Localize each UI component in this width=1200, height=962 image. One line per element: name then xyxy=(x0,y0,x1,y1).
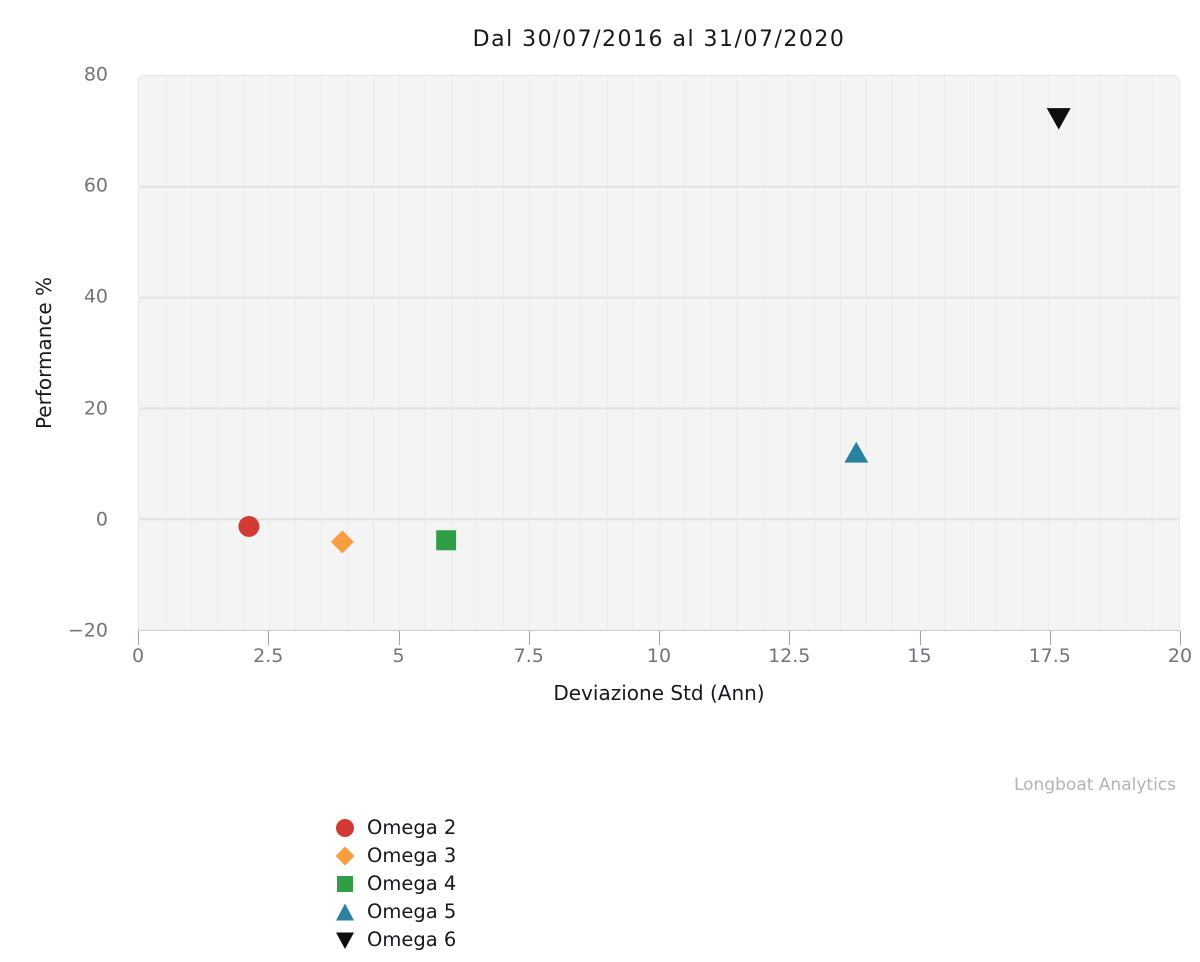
watermark: Longboat Analytics xyxy=(1013,775,1176,795)
legend-symbol-square-icon xyxy=(337,876,353,892)
x-tick-mark xyxy=(789,631,791,645)
legend-label: Omega 6 xyxy=(367,928,457,952)
legend-label: Omega 5 xyxy=(367,900,457,924)
data-point-omega-6[interactable] xyxy=(1046,108,1071,130)
y-tick-label: −20 xyxy=(67,619,108,642)
x-tick-mark xyxy=(268,631,270,645)
x-tick-label: 20 xyxy=(1167,645,1193,667)
scatter-plot xyxy=(139,76,1179,630)
x-tick-mark xyxy=(398,631,400,645)
y-tick-label: 80 xyxy=(83,63,108,86)
x-tick-mark xyxy=(528,631,530,645)
legend-item-omega-5[interactable]: Omega 5 xyxy=(334,898,456,926)
legend-item-omega-3[interactable]: Omega 3 xyxy=(334,842,456,870)
plot-area xyxy=(138,75,1180,631)
x-axis-title: Deviazione Std (Ann) xyxy=(553,681,765,705)
legend-symbol-triangle-up-icon xyxy=(336,903,354,921)
legend-label: Omega 3 xyxy=(367,844,457,868)
x-tick-mark xyxy=(138,631,139,645)
x-tick-label: 5 xyxy=(392,645,405,667)
x-tick-label: 12.5 xyxy=(768,645,811,667)
legend-symbol-diamond-icon xyxy=(335,846,355,866)
x-tick-label: 15 xyxy=(907,645,932,667)
legend-label: Omega 4 xyxy=(367,872,457,896)
legend-symbol-circle-icon xyxy=(336,819,354,837)
x-tick-label: 0 xyxy=(131,645,145,667)
x-tick-mark xyxy=(659,631,660,645)
x-tick-mark xyxy=(919,631,921,645)
x-tick-label: 7.5 xyxy=(513,645,544,667)
y-tick-label: 40 xyxy=(83,285,108,308)
x-tick-mark xyxy=(1180,631,1181,645)
y-axis-title: Performance % xyxy=(32,276,56,430)
legend-label: Omega 2 xyxy=(367,816,457,840)
legend: Omega 2 Omega 3 Omega 4 Omega 5 Omega 6 xyxy=(334,814,456,954)
data-point-omega-2[interactable] xyxy=(238,515,260,537)
x-tick-label: 2.5 xyxy=(253,645,284,667)
legend-item-omega-6[interactable]: Omega 6 xyxy=(334,926,456,954)
y-tick-label: 0 xyxy=(95,508,108,531)
x-tick-label: 17.5 xyxy=(1028,645,1071,667)
legend-item-omega-2[interactable]: Omega 2 xyxy=(334,814,456,842)
data-point-omega-4[interactable] xyxy=(436,530,457,551)
legend-item-omega-4[interactable]: Omega 4 xyxy=(334,870,456,898)
x-tick-mark xyxy=(1049,631,1051,645)
y-tick-label: 60 xyxy=(83,174,108,197)
y-tick-label: 20 xyxy=(83,397,108,420)
chart-title: Dal 30/07/2016 al 31/07/2020 xyxy=(472,27,846,52)
legend-symbol-triangle-down-icon xyxy=(336,932,354,949)
x-tick-label: 10 xyxy=(646,645,672,667)
data-point-omega-5[interactable] xyxy=(844,441,869,463)
data-point-omega-3[interactable] xyxy=(330,530,354,554)
